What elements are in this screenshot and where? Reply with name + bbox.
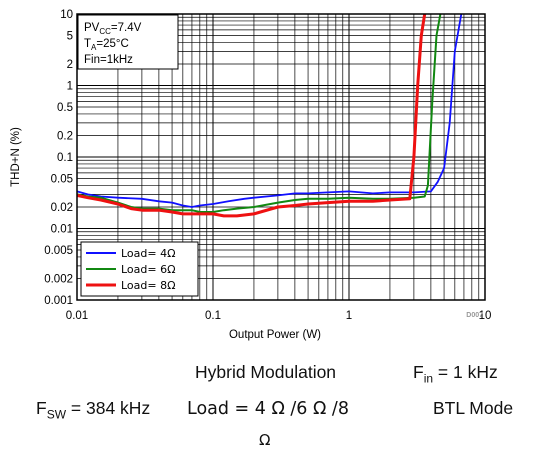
y-tick-label: 0.002 [44, 273, 73, 285]
y-tick-label: 0.01 [51, 224, 73, 236]
y-tick-label: 2 [67, 59, 73, 71]
y-tick-label: 5 [67, 31, 73, 43]
legend-label-4ohm: Load= 4Ω [121, 247, 176, 260]
caption-ohm: Ω [259, 431, 271, 449]
plot-frame [76, 13, 486, 301]
chart-grid [76, 13, 486, 301]
x-tick-label: 10 [479, 310, 492, 322]
caption-title: Hybrid Modulation [195, 362, 337, 382]
x-tick-label: 0.1 [205, 310, 221, 322]
figure-id-watermark: D007 [466, 312, 483, 319]
caption-load: Load = 4 Ω /6 Ω /8 [187, 399, 349, 419]
chart-series [76, 13, 463, 218]
y-tick-label: 0.1 [57, 152, 73, 164]
thd-vs-power-chart: 0.001 0.002 0.005 0.01 0.02 0.05 0.1 0.2 0.5 1 2 5 1… [10, 9, 492, 341]
annotation-frequency: Fin=1kHz [84, 54, 133, 66]
y-axis-label: THD+N (%) [10, 127, 22, 187]
legend-label-8ohm: Load= 8Ω [121, 279, 176, 292]
caption-input-frequency: Fin = 1 kHz [413, 362, 498, 386]
x-tick-label: 0.01 [66, 310, 88, 322]
y-tick-label: 0.5 [57, 102, 73, 114]
annotation-supply: PVCC=7.4V [84, 22, 142, 36]
y-tick-label: 0.2 [57, 130, 73, 142]
y-tick-label: 0.05 [51, 174, 73, 186]
legend-label-6ohm: Load= 6Ω [121, 263, 176, 276]
legend: Load= 4Ω Load= 6Ω Load= 8Ω [80, 241, 199, 297]
conditions-box: PVCC=7.4V TA=25°C Fin=1kHz [77, 14, 179, 70]
x-axis-label: Output Power (W) [229, 329, 321, 341]
x-tick-labels: 0.01 0.1 1 10 [66, 310, 492, 322]
caption-mode: BTL Mode [433, 398, 514, 418]
y-tick-label: 10 [60, 9, 73, 21]
x-tick-label: 1 [346, 310, 352, 322]
y-tick-label: 0.02 [51, 202, 73, 214]
y-tick-label: 0.001 [44, 295, 73, 307]
series-line-6ohm [76, 13, 442, 213]
y-tick-label: 0.005 [44, 245, 73, 257]
series-line-4ohm [76, 13, 463, 208]
y-tick-label: 1 [67, 81, 73, 93]
series-line-8ohm [76, 13, 427, 218]
caption-switching-frequency: FSW = 384 kHz [36, 398, 151, 422]
annotation-temperature: TA=25°C [84, 38, 129, 52]
y-tick-labels: 0.001 0.002 0.005 0.01 0.02 0.05 0.1 0.2 0.5 1 2 5 1… [44, 9, 73, 307]
